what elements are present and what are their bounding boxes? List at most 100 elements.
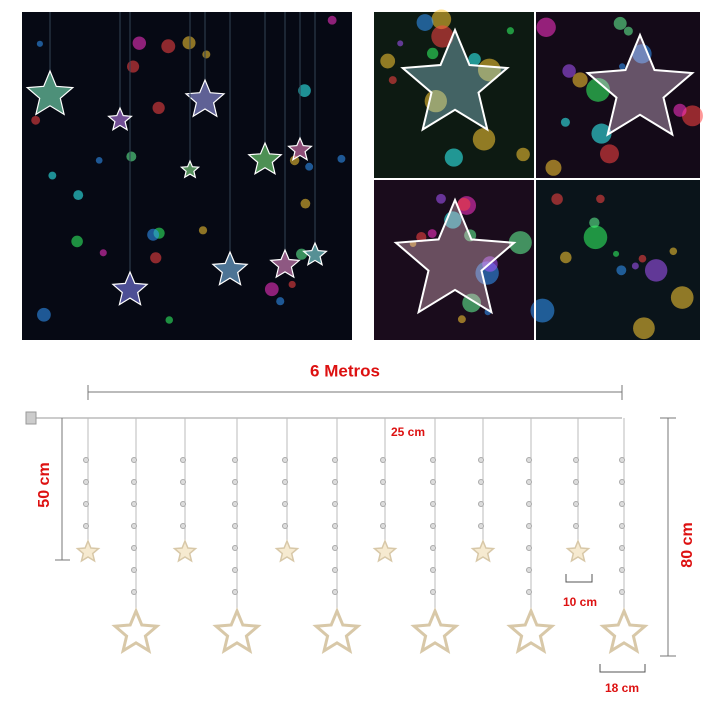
bokeh <box>572 72 588 88</box>
width-label: 6 Metros <box>310 361 380 380</box>
bulb <box>380 479 386 485</box>
bokeh <box>132 36 147 50</box>
bokeh <box>388 76 397 85</box>
photo-star <box>179 159 201 179</box>
bokeh <box>589 217 600 228</box>
bulb <box>83 479 89 485</box>
bulb <box>232 501 238 507</box>
bokeh <box>431 25 454 48</box>
bulb <box>232 479 238 485</box>
bulb <box>478 501 484 507</box>
bulb <box>332 479 338 485</box>
bulb <box>526 545 532 551</box>
bracket <box>599 664 646 673</box>
bokeh <box>457 315 466 324</box>
bokeh <box>516 147 530 162</box>
bulb <box>526 501 532 507</box>
bokeh <box>633 317 655 340</box>
bulb <box>332 457 338 463</box>
bulb <box>332 589 338 595</box>
bulb <box>526 567 532 573</box>
star-light <box>506 607 556 654</box>
bokeh <box>638 254 647 263</box>
bokeh <box>682 105 703 127</box>
bulb <box>332 545 338 551</box>
star-light <box>599 607 649 654</box>
bulb <box>282 479 288 485</box>
diagram <box>25 385 676 673</box>
bokeh <box>71 235 83 248</box>
star-light <box>410 607 460 654</box>
bokeh <box>95 156 103 164</box>
star-light <box>111 607 161 654</box>
bokeh <box>126 151 137 162</box>
bokeh <box>468 53 481 66</box>
bulb <box>131 589 137 595</box>
star-size-label: 18 cm <box>605 681 639 695</box>
bulb <box>131 501 137 507</box>
bulb <box>573 457 579 463</box>
bulb <box>180 479 186 485</box>
photo-star <box>400 27 510 132</box>
bokeh <box>73 190 84 201</box>
bulb <box>430 457 436 463</box>
bulb <box>619 479 625 485</box>
bokeh <box>613 16 627 30</box>
star-light <box>212 607 262 654</box>
bulb <box>282 523 288 529</box>
bulb <box>232 457 238 463</box>
star-light <box>274 539 300 563</box>
bulb <box>83 523 89 529</box>
bokeh <box>506 27 515 35</box>
bulb <box>430 545 436 551</box>
bokeh <box>560 117 570 127</box>
star-light <box>75 539 101 563</box>
bokeh <box>426 47 439 60</box>
bokeh <box>596 194 605 204</box>
bulb <box>573 501 579 507</box>
bulb <box>282 501 288 507</box>
bokeh <box>599 144 619 164</box>
bokeh <box>300 198 311 209</box>
bulb <box>232 589 238 595</box>
bokeh <box>583 225 608 250</box>
bokeh <box>37 307 51 322</box>
photo-star <box>107 106 133 131</box>
photo-divider <box>534 12 536 340</box>
bokeh <box>126 60 140 73</box>
bokeh <box>289 155 300 166</box>
bokeh <box>182 36 196 50</box>
photo-star <box>269 248 301 279</box>
bulb <box>573 523 579 529</box>
bulb <box>131 457 137 463</box>
bokeh <box>545 159 562 176</box>
short-drop-label: 50 cm <box>36 462 53 507</box>
bokeh <box>586 77 611 102</box>
bokeh <box>560 251 572 264</box>
bulb <box>131 545 137 551</box>
bulb <box>430 567 436 573</box>
bokeh <box>536 17 556 38</box>
bulb <box>332 523 338 529</box>
star-light <box>470 539 496 563</box>
bokeh <box>36 40 43 47</box>
bulb <box>526 523 532 529</box>
bokeh <box>530 298 555 323</box>
star-light <box>565 539 591 563</box>
bulb <box>380 523 386 529</box>
bulb <box>619 501 625 507</box>
bokeh <box>198 226 208 235</box>
bulb <box>573 479 579 485</box>
bulb <box>380 457 386 463</box>
bokeh <box>264 282 279 297</box>
bokeh <box>152 101 165 115</box>
star-light <box>372 539 398 563</box>
photo-star <box>302 241 328 266</box>
bulb <box>430 501 436 507</box>
star-light <box>172 539 198 563</box>
photo-3 <box>374 180 534 340</box>
bokeh <box>161 39 176 54</box>
bokeh <box>296 248 308 260</box>
bulb <box>232 545 238 551</box>
bulb <box>180 523 186 529</box>
